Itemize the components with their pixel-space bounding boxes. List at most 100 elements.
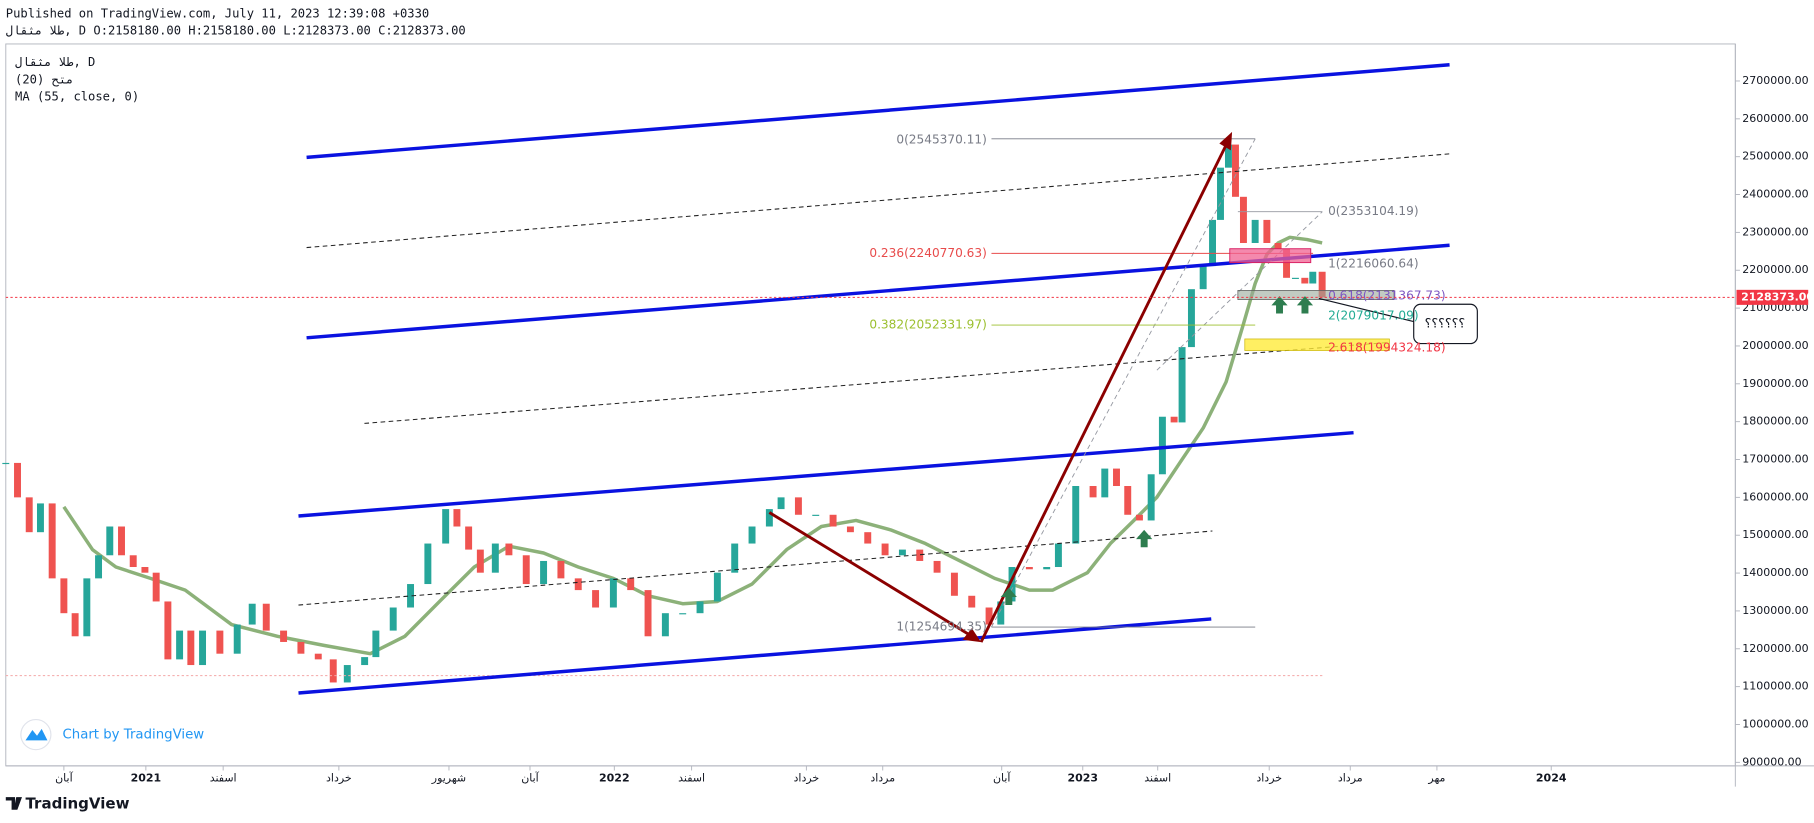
candle <box>1158 416 1166 475</box>
ma-line <box>62 235 1323 656</box>
candle <box>1124 486 1132 515</box>
candle <box>314 653 322 660</box>
x-tick-label: 2022 <box>599 772 630 785</box>
candle <box>1147 474 1155 521</box>
fib-label: 0.236(2240770.63) <box>869 246 986 260</box>
y-tick-label: 1600000.00 <box>1742 490 1808 503</box>
arrow-head <box>1219 131 1233 151</box>
candle <box>898 549 906 556</box>
candle <box>48 503 56 579</box>
candle <box>609 578 617 608</box>
candle <box>129 555 137 568</box>
candle <box>696 601 704 614</box>
candle <box>627 578 635 591</box>
candle <box>574 578 582 591</box>
candle <box>731 543 739 573</box>
candle <box>540 560 548 585</box>
candle <box>1043 567 1051 570</box>
candle <box>794 497 802 515</box>
candle <box>968 595 976 608</box>
candle <box>248 603 256 625</box>
arrow <box>768 511 979 641</box>
drawings: ؟؟؟؟؟؟ 0(2545370.11) 0.236(2240770.63) 0… <box>5 63 1478 695</box>
candle <box>661 613 669 637</box>
candle <box>1178 347 1186 423</box>
candle <box>950 572 958 596</box>
y-tick-label: 2400000.00 <box>1742 188 1808 201</box>
published-line: Published on TradingView.com, July 11, 2… <box>6 6 429 20</box>
y-tick-label: 2600000.00 <box>1742 112 1808 125</box>
y-tick-label: 1000000.00 <box>1742 717 1808 730</box>
candle <box>164 601 172 660</box>
y-tick-label: 1500000.00 <box>1742 528 1808 541</box>
candle <box>36 503 44 533</box>
y-tick-label: 2700000.00 <box>1742 74 1808 87</box>
candle <box>592 590 600 608</box>
candle <box>424 543 432 585</box>
legend-symbol: طلا مثقال, D <box>15 55 95 69</box>
candle <box>1113 468 1120 487</box>
up-markers <box>1000 296 1314 606</box>
x-tick-label: آبان <box>993 771 1011 785</box>
candle <box>1224 144 1232 168</box>
candle <box>71 613 79 637</box>
candle <box>881 543 889 556</box>
candle <box>329 659 337 683</box>
candle <box>1291 277 1299 279</box>
x-tick-label: اسفند <box>210 772 237 785</box>
fib-label: 0.382(2052331.97) <box>869 318 986 332</box>
candle <box>846 526 854 533</box>
candle <box>216 630 224 654</box>
arrow-head <box>962 628 982 643</box>
candle <box>233 624 241 654</box>
legend-ma: MA (55, close, 0) <box>15 90 139 104</box>
zone-box <box>1229 248 1312 264</box>
candle <box>1025 567 1033 570</box>
candle <box>1101 468 1109 498</box>
callout-line <box>1318 297 1414 323</box>
candle <box>476 549 484 573</box>
candle <box>1301 277 1309 284</box>
watermark-icon <box>25 728 48 741</box>
channel-line <box>298 430 1354 518</box>
x-tick-label: 2021 <box>131 772 162 785</box>
channel-line <box>306 63 1450 160</box>
candle <box>407 584 415 608</box>
candle <box>1263 219 1271 243</box>
zone-box <box>1237 290 1395 300</box>
up-marker <box>1000 587 1017 606</box>
candle <box>1209 219 1216 267</box>
y-tick-label: 1800000.00 <box>1742 415 1808 428</box>
candle <box>916 549 924 561</box>
fib-label: 1(1254694.35) <box>896 620 986 634</box>
up-marker <box>1296 296 1314 314</box>
candle <box>997 601 1005 625</box>
price-layer <box>2 144 1326 683</box>
y-tick-label: 2200000.00 <box>1742 263 1808 276</box>
y-tick-label: 2500000.00 <box>1742 150 1808 163</box>
fib-label: 0(2545370.11) <box>896 132 986 146</box>
candle <box>453 509 461 527</box>
candle <box>829 514 837 527</box>
y-tick-label: 1400000.00 <box>1742 566 1808 579</box>
candle <box>777 497 785 510</box>
candle <box>141 567 149 573</box>
candle <box>361 657 369 666</box>
zone-box <box>1244 338 1390 351</box>
callout-box <box>1413 303 1478 345</box>
candle <box>522 555 530 585</box>
candle <box>1199 266 1207 290</box>
candle <box>812 514 820 516</box>
x-tick-label: شهریور <box>431 772 466 785</box>
candle <box>1239 196 1247 243</box>
x-tick-label: 2024 <box>1536 772 1567 785</box>
mid-line <box>298 530 1213 606</box>
x-tick-label: مرداد <box>870 772 895 785</box>
y-tick-label: 2300000.00 <box>1742 225 1808 238</box>
x-tick-label: 2023 <box>1067 772 1098 785</box>
candle <box>14 462 21 498</box>
y-tick-label: 1200000.00 <box>1742 642 1808 655</box>
candle <box>280 630 288 642</box>
candle <box>1089 486 1097 498</box>
